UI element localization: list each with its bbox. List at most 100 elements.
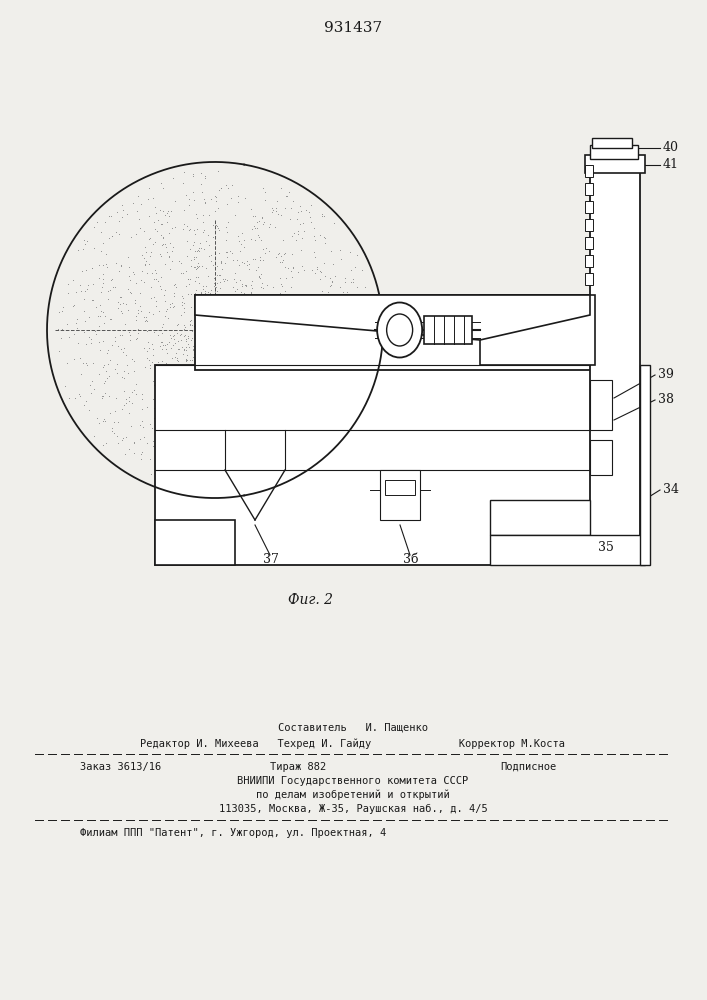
Point [221, 219, 232, 235]
Point [209, 322, 221, 338]
Point [233, 233, 245, 249]
Point [158, 287, 170, 303]
Point [130, 308, 141, 324]
Point [288, 404, 299, 420]
Point [270, 364, 281, 380]
Point [211, 321, 223, 337]
Point [287, 260, 298, 276]
Point [146, 290, 157, 306]
Point [199, 355, 210, 371]
Point [78, 232, 90, 248]
Point [122, 302, 134, 318]
Point [349, 373, 361, 389]
Point [187, 397, 198, 413]
Point [244, 327, 255, 343]
Point [101, 435, 112, 451]
Point [235, 294, 246, 310]
Point [151, 271, 162, 287]
Point [245, 382, 257, 398]
Point [361, 375, 372, 391]
Point [229, 305, 240, 321]
Point [170, 366, 182, 382]
Point [157, 429, 168, 445]
Point [190, 469, 201, 485]
Point [100, 385, 111, 401]
Point [285, 200, 296, 216]
Point [177, 368, 189, 384]
Point [209, 319, 220, 335]
Point [235, 350, 246, 366]
Point [164, 334, 175, 350]
Point [286, 327, 298, 343]
Point [204, 248, 215, 264]
Point [261, 314, 272, 330]
Point [88, 381, 100, 397]
Point [78, 324, 89, 340]
Point [179, 300, 190, 316]
Point [262, 391, 273, 407]
Point [274, 285, 286, 301]
Point [225, 315, 236, 331]
Point [281, 188, 292, 204]
Point [151, 223, 163, 239]
Point [166, 220, 177, 236]
Point [148, 373, 159, 389]
Point [308, 220, 320, 236]
Point [201, 389, 213, 405]
Point [168, 277, 180, 293]
Point [267, 348, 279, 364]
Point [257, 295, 268, 311]
Point [75, 350, 86, 366]
Point [274, 286, 286, 302]
Bar [380, 470, 420, 520]
Point [237, 358, 248, 374]
Point [197, 341, 209, 357]
Point [193, 258, 204, 274]
Point [128, 445, 139, 461]
Point [221, 330, 232, 346]
Point [79, 236, 90, 252]
Point [156, 269, 167, 285]
Point [239, 349, 250, 365]
Point [304, 382, 315, 398]
Point [140, 312, 151, 328]
Point [200, 327, 211, 343]
Point [184, 276, 195, 292]
Point [231, 291, 243, 307]
Point [164, 327, 175, 343]
Point [238, 232, 250, 248]
Point [100, 363, 112, 379]
Point [267, 385, 278, 401]
Point [218, 273, 230, 289]
Point [226, 370, 237, 386]
Point [209, 203, 221, 219]
Point [209, 322, 221, 338]
Point [54, 343, 65, 359]
Point [234, 362, 245, 378]
Point [165, 411, 176, 427]
Point [229, 335, 240, 351]
Point [158, 368, 170, 384]
Point [288, 342, 299, 358]
Point [233, 329, 244, 345]
Point [221, 333, 232, 349]
Point [284, 448, 295, 464]
Point [359, 279, 370, 295]
Point [168, 418, 179, 434]
Point [269, 219, 280, 235]
Point [298, 326, 310, 342]
Point [272, 330, 284, 346]
Point [309, 249, 320, 265]
Point [124, 405, 135, 421]
Point [291, 340, 303, 356]
Point [193, 406, 204, 422]
Point [194, 309, 206, 325]
Point [223, 180, 234, 196]
Point [251, 469, 262, 485]
Point [156, 334, 168, 350]
Point [213, 316, 224, 332]
Point [251, 303, 262, 319]
Point [214, 427, 225, 443]
Point [276, 278, 288, 294]
Point [178, 202, 189, 218]
